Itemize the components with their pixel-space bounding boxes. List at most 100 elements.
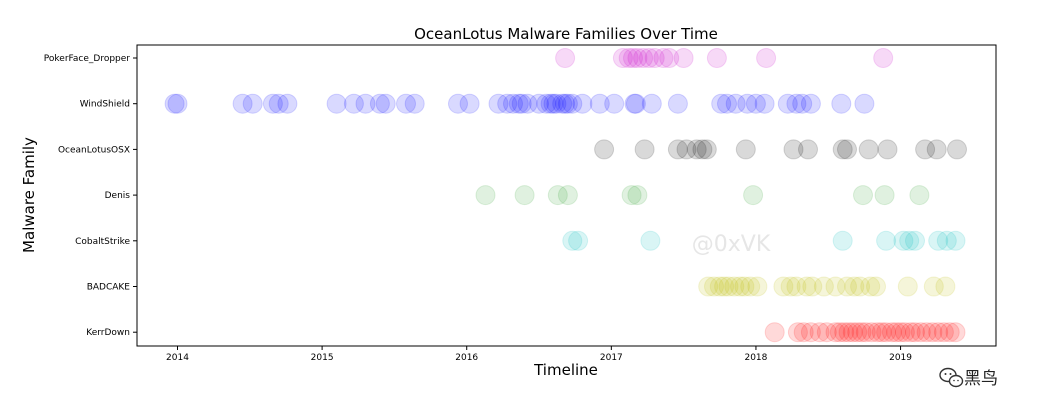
data-point bbox=[900, 322, 921, 343]
data-point bbox=[837, 276, 857, 297]
data-point bbox=[886, 322, 907, 343]
data-point bbox=[692, 139, 713, 160]
data-point bbox=[717, 93, 737, 114]
data-point bbox=[714, 276, 735, 297]
data-point bbox=[517, 93, 538, 114]
data-point bbox=[909, 185, 930, 206]
data-point bbox=[825, 322, 846, 343]
data-point bbox=[923, 276, 944, 297]
data-points bbox=[164, 48, 967, 343]
data-point bbox=[604, 93, 625, 114]
x-axis: 2014 2015 2016 2017 2018 2019 bbox=[166, 346, 912, 363]
data-point bbox=[696, 139, 717, 160]
data-point bbox=[881, 322, 902, 343]
data-point bbox=[167, 93, 188, 114]
data-point bbox=[232, 93, 253, 114]
data-point bbox=[718, 276, 739, 297]
data-point bbox=[871, 322, 892, 343]
data-point bbox=[928, 322, 949, 343]
data-point bbox=[735, 139, 756, 160]
data-point bbox=[876, 322, 897, 343]
data-point bbox=[792, 93, 813, 114]
data-point bbox=[773, 276, 794, 297]
data-point bbox=[667, 139, 688, 160]
data-point bbox=[764, 322, 785, 343]
data-point bbox=[396, 93, 416, 114]
data-point bbox=[825, 276, 846, 297]
data-point bbox=[837, 139, 857, 160]
data-point bbox=[730, 276, 750, 297]
y-tick-label: WindShield bbox=[80, 100, 130, 110]
data-point bbox=[899, 230, 920, 251]
data-point bbox=[905, 230, 925, 251]
data-point bbox=[594, 139, 615, 160]
data-point bbox=[724, 276, 745, 297]
data-point bbox=[709, 276, 730, 297]
data-point bbox=[743, 185, 764, 206]
data-point bbox=[905, 322, 925, 343]
brand-watermark: 黑鸟 bbox=[939, 367, 998, 389]
data-point bbox=[787, 322, 808, 343]
data-point bbox=[800, 322, 821, 343]
data-point bbox=[740, 276, 761, 297]
data-point bbox=[816, 322, 837, 343]
data-point bbox=[488, 93, 509, 114]
data-point bbox=[641, 93, 662, 114]
data-point bbox=[935, 276, 956, 297]
data-point bbox=[874, 185, 895, 206]
y-tick-label: Denis bbox=[105, 191, 131, 201]
data-point bbox=[497, 93, 518, 114]
y-tick-label: KerrDown bbox=[86, 328, 130, 338]
x-tick-label: 2015 bbox=[311, 353, 334, 363]
data-point bbox=[915, 139, 936, 160]
data-point bbox=[540, 93, 561, 114]
data-point bbox=[326, 93, 347, 114]
data-point bbox=[568, 230, 589, 251]
data-point bbox=[832, 230, 853, 251]
data-point bbox=[711, 93, 732, 114]
watermark-annotation: @0xVK bbox=[692, 232, 771, 257]
data-point bbox=[667, 93, 688, 114]
data-point bbox=[686, 139, 707, 160]
data-point bbox=[503, 93, 523, 114]
wechat-icon bbox=[939, 367, 964, 388]
data-point bbox=[698, 276, 719, 297]
data-point bbox=[850, 276, 871, 297]
x-tick-label: 2016 bbox=[455, 353, 478, 363]
data-point bbox=[928, 230, 949, 251]
data-point bbox=[644, 48, 665, 68]
data-point bbox=[832, 139, 853, 160]
data-point bbox=[798, 139, 818, 160]
data-point bbox=[866, 276, 886, 297]
data-point bbox=[867, 322, 888, 343]
data-point bbox=[277, 93, 298, 114]
data-point bbox=[634, 139, 655, 160]
data-point bbox=[838, 322, 859, 343]
data-point bbox=[529, 93, 549, 114]
data-point bbox=[853, 185, 873, 206]
data-point bbox=[562, 93, 583, 114]
chart-title: OceanLotus Malware Families Over Time bbox=[414, 25, 718, 43]
data-point bbox=[589, 93, 610, 114]
data-point bbox=[916, 322, 937, 343]
data-point bbox=[547, 185, 568, 206]
data-point bbox=[242, 93, 263, 114]
x-tick-label: 2018 bbox=[744, 353, 767, 363]
data-point bbox=[947, 139, 967, 160]
data-point bbox=[877, 139, 898, 160]
data-point bbox=[777, 93, 798, 114]
data-point bbox=[786, 276, 807, 297]
data-point bbox=[945, 230, 966, 251]
data-point bbox=[890, 322, 911, 343]
data-point bbox=[851, 322, 872, 343]
data-point bbox=[555, 48, 576, 68]
data-point bbox=[514, 185, 535, 206]
data-point bbox=[893, 230, 914, 251]
data-point bbox=[910, 322, 931, 343]
data-point bbox=[659, 48, 680, 68]
data-point bbox=[673, 48, 694, 68]
data-point bbox=[876, 230, 897, 251]
data-point bbox=[262, 93, 283, 114]
data-point bbox=[855, 322, 876, 343]
